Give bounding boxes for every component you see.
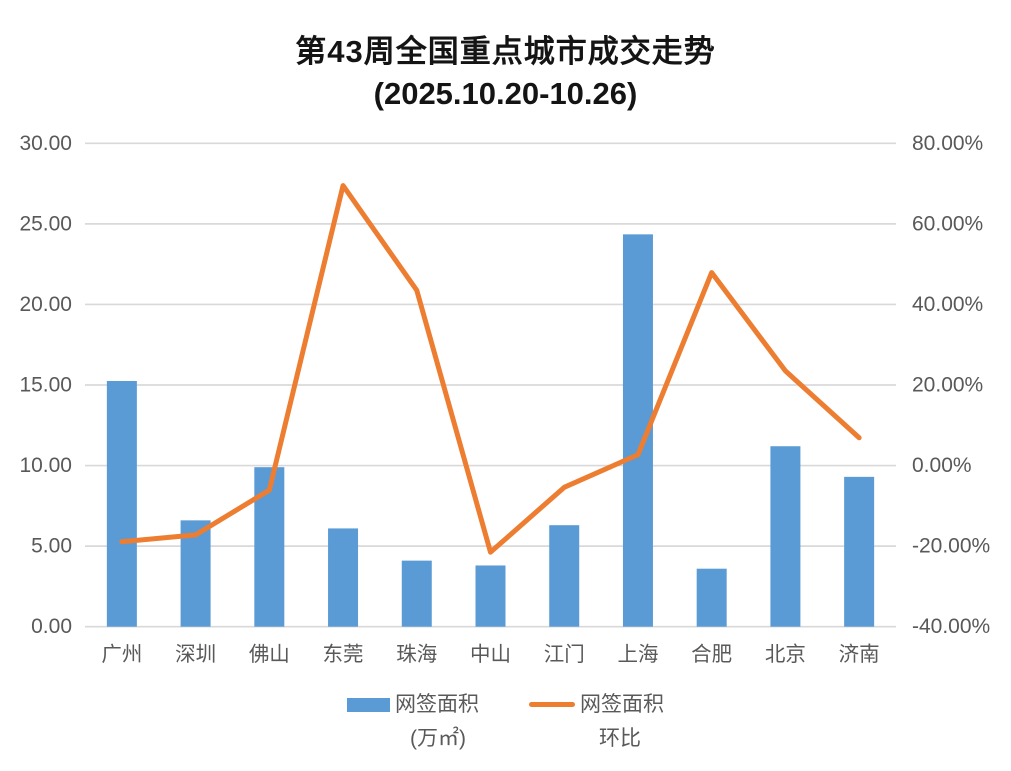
- line-series-swatch-icon: [529, 702, 575, 707]
- bar-7: [549, 525, 580, 627]
- category-label-1: 广州: [101, 643, 142, 666]
- category-label-9: 合肥: [691, 643, 732, 666]
- y-axis-left-tick-label: 0.00: [31, 615, 72, 638]
- trend-line: [119, 183, 862, 555]
- legend-bar-label-line2: (万㎡): [410, 727, 466, 750]
- category-label-5: 珠海: [396, 643, 437, 666]
- y-axis-left-tick-label: 15.00: [19, 374, 72, 397]
- chart-title: 第43周全国重点城市成交走势: [295, 34, 716, 69]
- y-axis-right-tick-label: -20.00%: [912, 535, 990, 558]
- category-label-6: 中山: [470, 643, 511, 666]
- legend-item-line: 网签面积 环比: [529, 694, 664, 749]
- y-axis-right-tick-label: 0.00%: [912, 454, 972, 477]
- legend-bar-label-line1: 网签面积: [395, 693, 479, 716]
- category-label-11: 济南: [839, 643, 880, 666]
- bar-4: [328, 528, 359, 627]
- bar-9: [696, 568, 727, 627]
- bar-5: [401, 560, 432, 627]
- chart-legend: 网签面积 (万㎡) 网签面积 环比: [0, 694, 1011, 749]
- category-label-3: 佛山: [249, 643, 290, 666]
- legend-line-label-line1: 网签面积: [580, 693, 664, 716]
- y-axis-right-tick-label: 60.00%: [912, 212, 983, 235]
- category-label-10: 北京: [765, 643, 806, 666]
- legend-item-bar: 网签面积 (万㎡): [347, 694, 481, 749]
- y-axis-right-tick-label: 40.00%: [912, 293, 983, 316]
- legend-line-label-line2: 环比: [599, 727, 641, 750]
- y-axis-right-tick-label: -40.00%: [912, 615, 990, 638]
- y-axis-left-tick-label: 25.00: [19, 212, 72, 235]
- y-axis-right-tick-label: 20.00%: [912, 374, 983, 397]
- bar-1: [106, 380, 137, 627]
- category-label-2: 深圳: [175, 643, 216, 666]
- bar-6: [475, 565, 506, 627]
- category-label-4: 东莞: [323, 643, 364, 666]
- y-axis-right-tick-label: 80.00%: [912, 132, 983, 155]
- y-axis-left-tick-label: 20.00: [19, 293, 72, 316]
- category-label-8: 上海: [617, 643, 658, 666]
- bar-10: [770, 446, 801, 627]
- category-label-7: 江门: [544, 643, 585, 666]
- bar-11: [844, 476, 875, 627]
- bar-series-swatch-icon: [347, 697, 390, 712]
- y-axis-left-tick-label: 5.00: [31, 535, 72, 558]
- chart-subtitle: (2025.10.20-10.26): [373, 76, 638, 111]
- y-axis-left-tick-label: 10.00: [19, 454, 72, 477]
- y-axis-left-tick-label: 30.00: [19, 132, 72, 155]
